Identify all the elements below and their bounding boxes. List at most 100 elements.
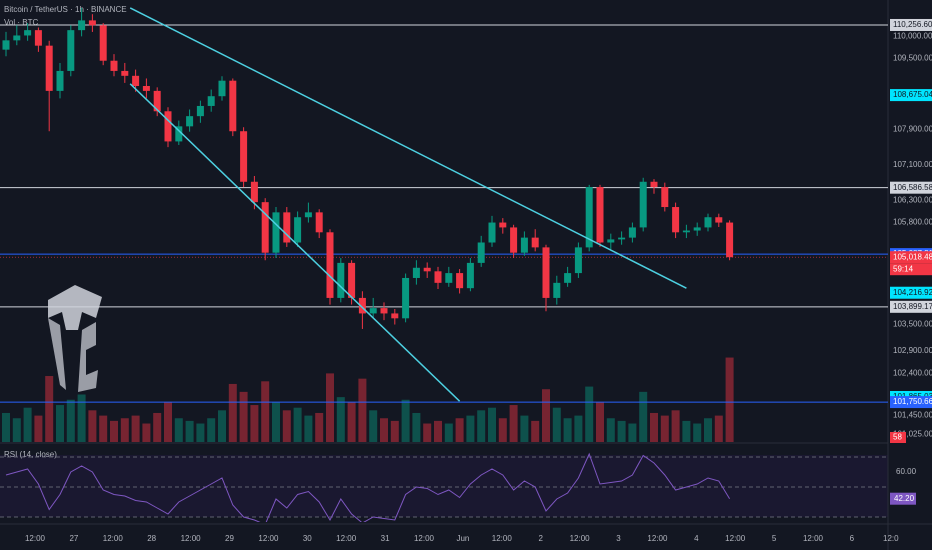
volume-bar bbox=[174, 418, 183, 442]
volume-bar bbox=[99, 415, 108, 442]
volume-bar bbox=[704, 418, 712, 442]
candle-body bbox=[304, 212, 312, 218]
rsi-band-fill bbox=[0, 455, 888, 517]
candle-body bbox=[78, 20, 86, 31]
candle-body bbox=[391, 313, 399, 319]
candle-body bbox=[121, 70, 129, 76]
candle-body bbox=[574, 247, 582, 274]
volume-bar bbox=[714, 415, 723, 442]
volume-bar bbox=[110, 420, 118, 442]
volume-bar bbox=[304, 415, 313, 442]
volume-bar bbox=[434, 420, 442, 442]
price-label: 105,800.00 bbox=[893, 218, 932, 227]
rsi-line bbox=[5, 452, 731, 522]
time-label: 12:00 bbox=[414, 534, 435, 543]
price-label-box bbox=[890, 396, 932, 409]
time-label: 12:00 bbox=[725, 534, 746, 543]
price-label: 101,450.00 bbox=[893, 411, 932, 420]
volume-bar bbox=[228, 383, 237, 442]
time-label: 12:00 bbox=[492, 534, 513, 543]
candle-body bbox=[639, 181, 647, 228]
candle-body bbox=[99, 25, 107, 61]
candle-body bbox=[196, 105, 204, 117]
price-label: 110,256.60 bbox=[893, 20, 932, 29]
volume-bar bbox=[412, 412, 421, 442]
price-label-box bbox=[890, 300, 932, 313]
price-label: 106,300.00 bbox=[893, 195, 932, 204]
time-label: 31 bbox=[381, 534, 390, 543]
price-label: 102,900.00 bbox=[893, 346, 932, 355]
time-label: Jun bbox=[456, 534, 469, 543]
candle-body bbox=[412, 267, 420, 278]
candle-body bbox=[369, 308, 377, 314]
volume-bar bbox=[282, 410, 291, 442]
candle-body bbox=[250, 181, 258, 203]
price-pane bbox=[0, 7, 888, 442]
candle-body bbox=[445, 273, 453, 283]
volume-bar bbox=[660, 415, 669, 442]
volume-bar bbox=[207, 418, 216, 442]
volume-bar bbox=[650, 412, 658, 442]
volume-bar bbox=[617, 420, 626, 442]
time-label: 4 bbox=[694, 534, 699, 543]
volume-bar bbox=[531, 420, 540, 442]
time-label: 5 bbox=[772, 534, 777, 543]
volume-bar bbox=[131, 415, 140, 442]
volume-bar bbox=[671, 410, 680, 442]
volume-bar bbox=[455, 418, 464, 442]
price-label-box bbox=[890, 89, 932, 102]
candle-body bbox=[34, 30, 42, 46]
price-label-box bbox=[890, 181, 932, 194]
price-label: 104,216.92 bbox=[893, 288, 932, 297]
candle-body bbox=[56, 70, 64, 91]
volume-bar bbox=[542, 389, 550, 442]
candle-body bbox=[704, 217, 712, 228]
volume-bar bbox=[315, 412, 324, 442]
candle-body bbox=[466, 262, 474, 289]
trendline bbox=[129, 7, 687, 289]
price-label: 110,000.00 bbox=[893, 31, 932, 40]
candle-body bbox=[142, 86, 150, 91]
volume-bar bbox=[466, 415, 475, 442]
candle-body bbox=[499, 222, 507, 228]
time-label: 12:00 bbox=[25, 534, 46, 543]
price-label: 107,100.00 bbox=[893, 160, 932, 169]
candle-body bbox=[553, 282, 561, 298]
candle-body bbox=[164, 111, 172, 142]
candle-body bbox=[88, 20, 96, 26]
candle-body bbox=[110, 60, 118, 71]
rsi-last-box bbox=[890, 492, 916, 505]
candle-body bbox=[315, 212, 323, 233]
candle-body bbox=[13, 35, 21, 41]
candle-body bbox=[715, 217, 723, 223]
candle-body bbox=[380, 308, 388, 314]
time-label: 3 bbox=[616, 534, 621, 543]
volume-bar bbox=[509, 405, 518, 442]
rsi-pane bbox=[0, 452, 888, 522]
volume-bar bbox=[520, 415, 529, 442]
volume-bar bbox=[725, 357, 734, 442]
price-label: 102,400.00 bbox=[893, 368, 932, 377]
volume-bar bbox=[120, 418, 129, 442]
price-label: 107,900.00 bbox=[893, 125, 932, 134]
price-label: 109,500.00 bbox=[893, 54, 932, 63]
volume-bar bbox=[12, 418, 21, 442]
candle-body bbox=[45, 45, 53, 91]
candle-body bbox=[434, 271, 442, 283]
volume-bar bbox=[444, 423, 453, 442]
volume-bar bbox=[563, 418, 572, 442]
candle-body bbox=[294, 217, 302, 243]
volume-bar bbox=[693, 423, 702, 442]
volume-bar bbox=[585, 386, 594, 442]
price-label: 101,750.66 bbox=[893, 397, 932, 406]
volume-label: 58 bbox=[893, 433, 902, 442]
candle-body bbox=[693, 227, 701, 231]
candle-body bbox=[218, 80, 226, 97]
candle-body bbox=[272, 212, 280, 253]
volume-bar bbox=[336, 397, 345, 442]
volume-bar bbox=[56, 405, 64, 442]
volume-bar bbox=[401, 399, 410, 442]
volume-bar bbox=[77, 394, 86, 442]
volume-label-box bbox=[890, 432, 906, 443]
